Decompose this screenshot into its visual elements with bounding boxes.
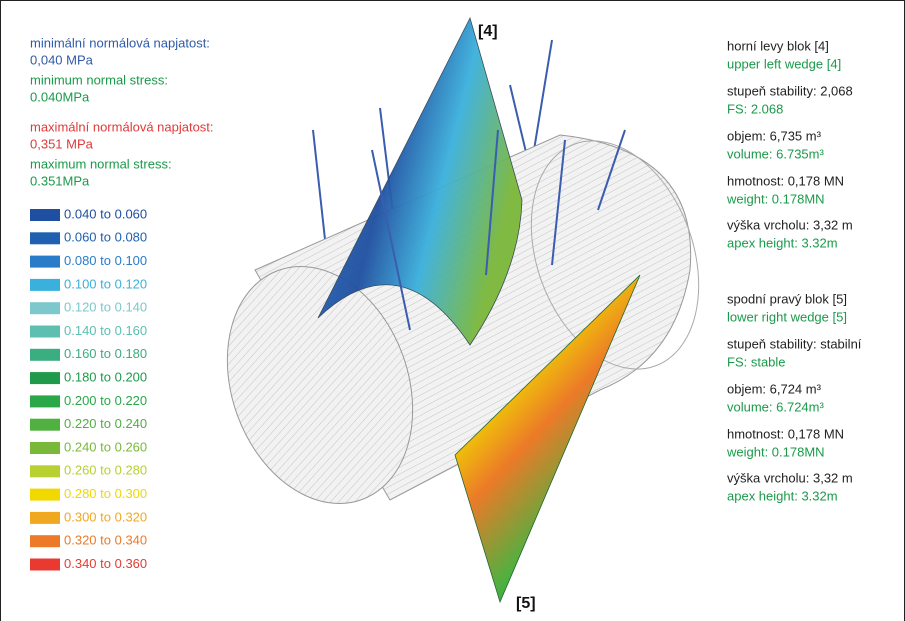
legend-swatch	[30, 442, 60, 454]
legend-swatch	[30, 512, 60, 524]
legend-label: 0.340 to 0.360	[64, 556, 147, 571]
info-text: výška vrcholu: 3,32 m	[727, 217, 853, 232]
stress-text: 0,351 MPa	[30, 136, 94, 151]
figure: [4] [5] minimální normálová napjatost: 0,…	[0, 0, 905, 621]
legend-label: 0.100 to 0.120	[64, 276, 147, 291]
legend-label: 0.040 to 0.060	[64, 206, 147, 221]
legend-label: 0.300 to 0.320	[64, 509, 147, 524]
legend-swatch	[30, 559, 60, 571]
legend-swatch	[30, 256, 60, 268]
info-text: hmotnost: 0,178 MN	[727, 173, 844, 188]
info-text: weight: 0.178MN	[726, 191, 825, 206]
info-text: objem: 6,724 m³	[727, 381, 822, 396]
legend-label: 0.120 to 0.140	[64, 300, 147, 315]
wedge-label: [4]	[478, 23, 498, 40]
info-text: objem: 6,735 m³	[727, 128, 822, 143]
legend-label: 0.280 to 0.300	[64, 486, 147, 501]
stress-text: minimum normal stress:	[30, 72, 168, 87]
info-text: stupeň stability: stabilní	[727, 336, 862, 351]
info-text: volume: 6.735m³	[727, 146, 824, 161]
info-text: výška vrcholu: 3,32 m	[727, 470, 853, 485]
legend-swatch	[30, 395, 60, 407]
info-text: apex height: 3.32m	[727, 235, 838, 250]
legend-label: 0.200 to 0.220	[64, 393, 147, 408]
stress-text: 0.351MPa	[30, 173, 90, 188]
info-text: stupeň stability: 2,068	[727, 83, 853, 98]
info-text: volume: 6.724m³	[727, 399, 824, 414]
legend-swatch	[30, 489, 60, 501]
stress-text: 0,040 MPa	[30, 52, 94, 67]
stress-text: minimální normálová napjatost:	[30, 35, 210, 50]
legend-swatch	[30, 535, 60, 547]
legend-label: 0.080 to 0.100	[64, 253, 147, 268]
info-text: apex height: 3.32m	[727, 488, 838, 503]
legend-swatch	[30, 372, 60, 384]
info-text: FS: 2.068	[727, 101, 783, 116]
legend-label: 0.240 to 0.260	[64, 439, 147, 454]
stress-text: maximální normálová napjatost:	[30, 119, 214, 134]
legend-swatch	[30, 302, 60, 314]
info-text: horní levy blok [4]	[727, 38, 829, 53]
info-text: weight: 0.178MN	[726, 444, 825, 459]
legend-label: 0.060 to 0.080	[64, 230, 147, 245]
legend-swatch	[30, 232, 60, 244]
legend-label: 0.320 to 0.340	[64, 533, 147, 548]
info-text: FS: stable	[727, 354, 786, 369]
wedge-label: [5]	[516, 595, 536, 612]
info-text: lower right wedge [5]	[727, 309, 847, 324]
legend-swatch	[30, 419, 60, 431]
legend-swatch	[30, 465, 60, 477]
legend-label: 0.180 to 0.200	[64, 370, 147, 385]
legend-label: 0.260 to 0.280	[64, 463, 147, 478]
legend-swatch	[30, 279, 60, 291]
model	[196, 18, 729, 602]
legend-swatch	[30, 349, 60, 361]
info-text: upper left wedge [4]	[727, 56, 841, 71]
stress-text: 0.040MPa	[30, 89, 90, 104]
figure-svg: [4] [5] minimální normálová napjatost: 0,…	[0, 0, 905, 621]
legend-swatch	[30, 209, 60, 221]
info-text: hmotnost: 0,178 MN	[727, 426, 844, 441]
legend-swatch	[30, 326, 60, 338]
legend-label: 0.160 to 0.180	[64, 346, 147, 361]
legend-label: 0.220 to 0.240	[64, 416, 147, 431]
stress-text: maximum normal stress:	[30, 156, 172, 171]
info-text: spodní pravý blok [5]	[727, 291, 847, 306]
legend-label: 0.140 to 0.160	[64, 323, 147, 338]
